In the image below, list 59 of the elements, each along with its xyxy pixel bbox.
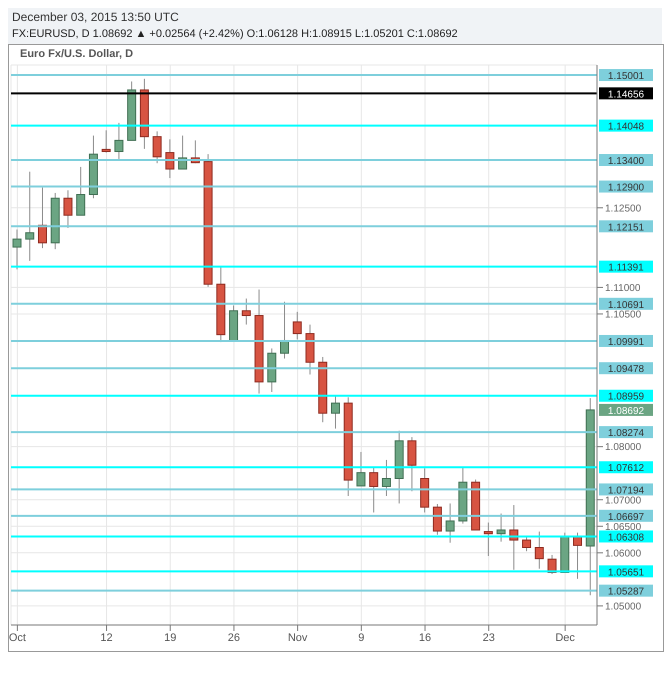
ref-line-label: 1.15001 — [608, 71, 645, 82]
candlestick — [12, 229, 22, 270]
ref-line-label: 1.10691 — [608, 300, 645, 311]
ref-line-label: 1.05651 — [608, 567, 645, 578]
ref-line-label: 1.07194 — [608, 485, 645, 496]
chart-title: Euro Fx/U.S. Dollar, D — [18, 47, 136, 61]
x-tick-label: 9 — [358, 632, 364, 644]
candlestick — [242, 298, 251, 326]
x-tick-label: 12 — [100, 632, 113, 644]
ref-line-label: 1.12151 — [608, 222, 645, 234]
y-tick-label: 1.06500 — [605, 522, 642, 533]
candlestick — [102, 130, 111, 154]
x-tick-label: 26 — [228, 632, 240, 644]
y-tick-label: 1.11000 — [605, 282, 641, 294]
ref-line-label: 1.11391 — [608, 262, 644, 274]
candlestick — [114, 122, 124, 160]
y-tick-label: 1.08000 — [605, 442, 642, 454]
candlestick — [534, 531, 544, 570]
ref-line-label: 1.14048 — [608, 122, 645, 133]
x-tick-label: Nov — [288, 632, 308, 644]
candlestick — [356, 451, 366, 486]
y-tick-label: 1.06000 — [605, 548, 642, 560]
ref-line-label: 1.12900 — [608, 182, 645, 194]
y-tick-label: 1.07000 — [605, 495, 642, 506]
chart-subtitle: FX:EURUSD, D 1.08692 ▲ +0.02564 (+2.42%) O:1.06128 H:1.08915 L:1.05201 C:1.08692 — [11, 27, 459, 42]
y-tick-label: 1.10500 — [605, 310, 642, 320]
ref-line-label: 1.07612 — [608, 463, 645, 474]
candlestick — [292, 311, 302, 340]
candlestick — [330, 396, 340, 430]
ref-line-label: 1.14656 — [608, 89, 645, 100]
x-tick-label: 19 — [164, 632, 176, 644]
candlestick — [432, 503, 442, 536]
candlestick — [76, 166, 86, 216]
candlestick — [522, 536, 532, 552]
x-tick-label: Oct — [8, 632, 26, 644]
ref-line-label: 1.09478 — [608, 364, 645, 376]
candlestick — [25, 171, 34, 262]
ref-line-label: 1.13400 — [608, 156, 645, 168]
candlestick — [446, 502, 455, 544]
ref-line-label: 1.08959 — [608, 392, 645, 403]
x-tick-label: 16 — [418, 632, 432, 644]
x-tick-label: 23 — [482, 632, 495, 644]
x-tick-label: Dec — [555, 632, 576, 644]
candlestick — [484, 522, 493, 556]
ref-line-label: 1.06697 — [608, 512, 645, 523]
ref-line-label: 1.05287 — [608, 586, 645, 598]
candlestick — [63, 190, 72, 228]
ref-line-label: 1.06308 — [608, 532, 645, 544]
text: December 03, 2015 13:50 UTC — [11, 9, 180, 26]
candlestick — [38, 187, 47, 249]
y-tick-label: 1.12500 — [605, 203, 642, 214]
ref-line-label: 1.08274 — [608, 428, 645, 440]
candlestick — [369, 466, 378, 513]
candlestick — [382, 459, 391, 497]
ref-line-label: 1.09991 — [608, 336, 645, 348]
y-tick-label: 1.05000 — [605, 601, 642, 612]
candlestick — [152, 130, 162, 164]
text: 1.08692 — [608, 406, 645, 417]
candlestick — [496, 513, 506, 542]
